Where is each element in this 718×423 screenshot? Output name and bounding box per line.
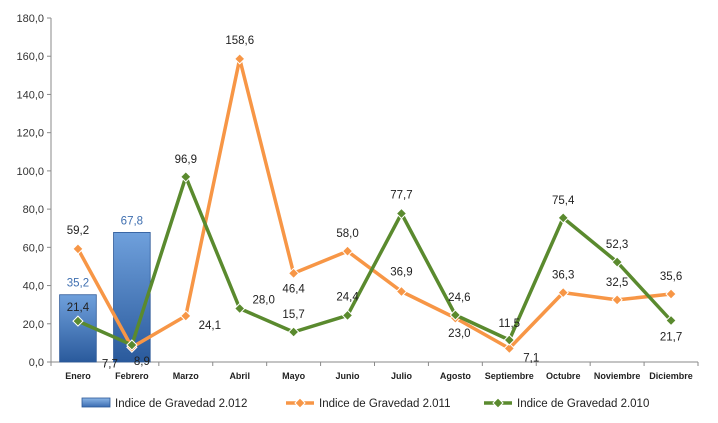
y-tick-label: 20,0	[23, 319, 44, 331]
data-label: 28,0	[253, 294, 275, 306]
x-tick-label: Junio	[336, 371, 361, 381]
data-label: 67,8	[121, 215, 143, 227]
data-point	[395, 285, 408, 298]
data-point	[72, 243, 84, 255]
y-axis-ticks: 0,0 20,0 40,0 60,0 80,0 100,0 120,0 140,0 160,0 1…	[16, 13, 51, 369]
data-point	[126, 339, 138, 351]
y-tick-label: 120,0	[16, 128, 44, 140]
data-label: 32,5	[606, 277, 628, 289]
data-label: 35,6	[660, 271, 682, 283]
data-point	[72, 315, 84, 327]
data-point	[665, 288, 677, 300]
legend: Indice de Gravedad 2.012 Indice de Graved…	[81, 397, 649, 410]
data-point	[341, 245, 354, 257]
data-point	[395, 207, 408, 220]
data-label: 75,4	[552, 195, 575, 207]
x-tick-label: Octubre	[546, 371, 581, 381]
x-axis-ticks: Enero Febrero Marzo Abril Mayo Junio Julio Agos…	[50, 362, 699, 381]
y-tick-label: 40,0	[23, 281, 44, 293]
x-tick-label: Abril	[229, 371, 250, 381]
x-tick-label: Febrero	[115, 371, 149, 381]
data-label: 96,9	[175, 154, 197, 166]
data-label: 24,6	[448, 292, 470, 304]
data-label: 21,7	[660, 332, 682, 344]
data-point	[665, 314, 677, 327]
data-point	[234, 302, 246, 315]
series-line	[77, 175, 673, 347]
data-point	[180, 171, 192, 183]
data-label: 58,0	[336, 228, 358, 240]
data-label: 77,7	[390, 190, 412, 202]
legend-marker	[492, 397, 504, 409]
data-point	[341, 309, 354, 322]
data-label: 11,5	[499, 318, 521, 330]
data-point	[611, 256, 623, 268]
data-label: 7,7	[102, 358, 118, 370]
y-tick-label: 60,0	[23, 242, 44, 254]
data-point	[180, 310, 192, 322]
legend-marker	[294, 397, 306, 409]
x-tick-label: Agosto	[440, 371, 471, 381]
x-tick-label: Noviembre	[594, 371, 641, 381]
data-label: 36,3	[552, 270, 574, 282]
x-tick-label: Diciembre	[649, 371, 693, 381]
data-labels: 35,2 67,8 59,2 7,7 24,1 158,6 46,4 58,0 36,9 23,0…	[67, 35, 682, 370]
data-label: 24,4	[336, 291, 359, 303]
data-label: 7,1	[523, 352, 539, 364]
legend-label: Indice de Gravedad 2.010	[517, 398, 649, 410]
x-tick-label: Septiembre	[485, 371, 534, 381]
data-point	[449, 309, 462, 321]
data-label: 46,4	[282, 283, 305, 295]
data-point	[287, 267, 300, 280]
data-point	[234, 53, 246, 65]
data-label: 24,1	[199, 320, 221, 332]
y-tick-label: 0,0	[29, 357, 44, 369]
data-label: 15,7	[282, 309, 304, 321]
data-label: 23,0	[448, 328, 470, 340]
y-tick-label: 180,0	[16, 13, 44, 25]
data-label: 35,2	[67, 278, 89, 290]
data-label: 8,9	[134, 356, 150, 368]
x-tick-label: Enero	[65, 371, 91, 381]
data-point	[503, 342, 515, 355]
data-point	[503, 334, 515, 346]
data-label: 52,3	[606, 239, 628, 251]
legend-swatch	[81, 397, 111, 408]
data-label: 158,6	[225, 35, 254, 47]
legend-label: Indice de Gravedad 2.012	[115, 398, 247, 410]
data-label: 59,2	[67, 225, 89, 237]
y-tick-label: 160,0	[16, 51, 44, 63]
data-label: 21,4	[67, 302, 90, 314]
line-series	[72, 53, 677, 355]
data-point	[287, 326, 300, 338]
data-label: 36,9	[390, 266, 412, 278]
y-tick-label: 100,0	[16, 166, 44, 178]
series-line	[76, 57, 672, 351]
data-point	[557, 286, 569, 299]
data-point	[611, 294, 623, 306]
x-tick-label: Mayo	[282, 371, 306, 381]
y-tick-label: 80,0	[23, 204, 44, 216]
y-tick-label: 140,0	[16, 89, 44, 101]
x-tick-label: Julio	[391, 371, 413, 381]
data-point	[557, 212, 569, 224]
x-tick-label: Marzo	[173, 371, 200, 381]
legend-label: Indice de Gravedad 2.011	[319, 398, 451, 410]
